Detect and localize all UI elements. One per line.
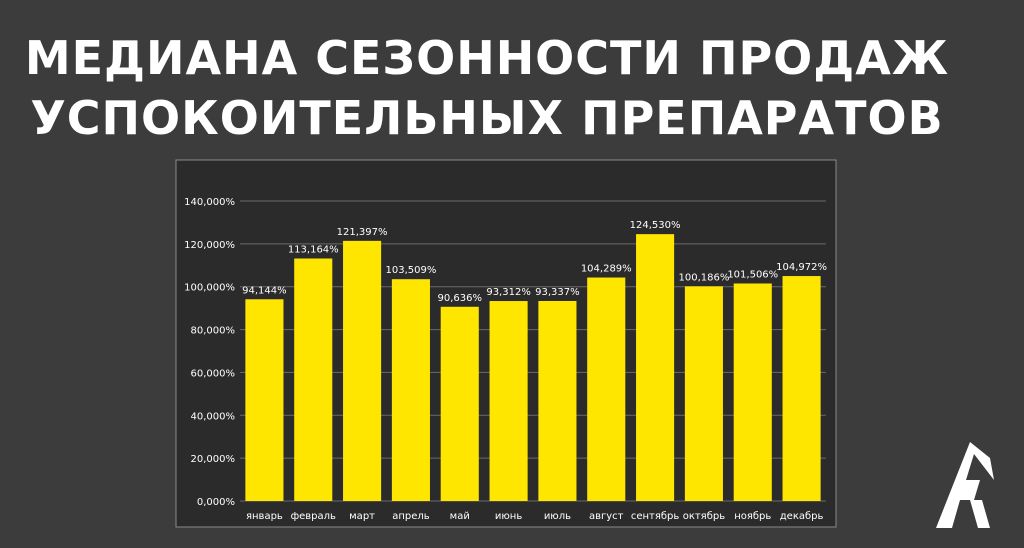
bar-май bbox=[440, 306, 479, 501]
data-labels: 94,144%113,164%121,397%103,509%90,636%93… bbox=[242, 220, 827, 304]
bar-октябрь bbox=[684, 286, 723, 501]
bar-март bbox=[343, 240, 382, 501]
data-label: 101,506% bbox=[727, 269, 778, 280]
y-tick-label: 20,000% bbox=[191, 454, 236, 465]
x-tick-label: май bbox=[450, 511, 470, 522]
data-label: 100,186% bbox=[678, 272, 729, 283]
bar-июнь bbox=[489, 301, 528, 501]
x-tick-label: апрель bbox=[392, 511, 430, 522]
bar-июль bbox=[538, 300, 577, 501]
y-axis-ticks: 0,000% 20,000% 40,000% 60,000% 80,000% 100,00… bbox=[184, 197, 235, 508]
data-label: 93,337% bbox=[535, 287, 580, 298]
y-tick-label: 0,000% bbox=[197, 497, 235, 508]
y-tick-label: 60,000% bbox=[191, 368, 236, 379]
data-label: 124,530% bbox=[630, 220, 681, 231]
x-axis-ticks: январь февраль март апрель май июнь июль август… bbox=[246, 511, 824, 522]
bar-апрель bbox=[391, 279, 430, 501]
x-tick-label: июнь bbox=[495, 511, 522, 522]
bar-февраль bbox=[294, 258, 333, 501]
x-tick-label: январь bbox=[246, 511, 283, 522]
data-label: 94,144% bbox=[242, 285, 287, 296]
data-label: 104,972% bbox=[776, 262, 827, 273]
bars bbox=[245, 234, 821, 501]
y-tick-label: 40,000% bbox=[191, 411, 236, 422]
bar-август bbox=[587, 277, 626, 501]
data-label: 90,636% bbox=[438, 293, 483, 304]
data-label: 93,312% bbox=[486, 287, 531, 298]
y-tick-label: 100,000% bbox=[184, 283, 235, 294]
page-title-line-2: УСПОКОИТЕЛЬНЫХ ПРЕПАРАТОВ bbox=[30, 91, 944, 145]
bar-декабрь bbox=[782, 276, 821, 501]
x-tick-label: декабрь bbox=[780, 511, 824, 522]
y-tick-label: 120,000% bbox=[184, 240, 235, 251]
brand-logo-icon bbox=[936, 442, 994, 528]
y-tick-label: 80,000% bbox=[191, 326, 236, 337]
bar-январь bbox=[245, 299, 284, 501]
x-tick-label: ноябрь bbox=[734, 511, 771, 522]
bar-сентябрь bbox=[636, 234, 675, 501]
bar-ноябрь bbox=[733, 283, 772, 501]
x-tick-label: август bbox=[589, 511, 624, 522]
grid-lines bbox=[240, 200, 826, 502]
x-tick-label: февраль bbox=[291, 511, 336, 522]
x-tick-label: март bbox=[349, 511, 375, 522]
data-label: 104,289% bbox=[581, 264, 632, 275]
x-tick-label: июль bbox=[544, 511, 571, 522]
data-label: 121,397% bbox=[337, 227, 388, 238]
y-tick-label: 140,000% bbox=[184, 197, 235, 208]
data-label: 113,164% bbox=[288, 245, 339, 256]
page-title-line-1: МЕДИАНА СЕЗОННОСТИ ПРОДАЖ bbox=[24, 31, 950, 85]
x-tick-label: октябрь bbox=[683, 511, 726, 522]
x-tick-label: сентябрь bbox=[631, 511, 680, 522]
data-label: 103,509% bbox=[385, 265, 436, 276]
